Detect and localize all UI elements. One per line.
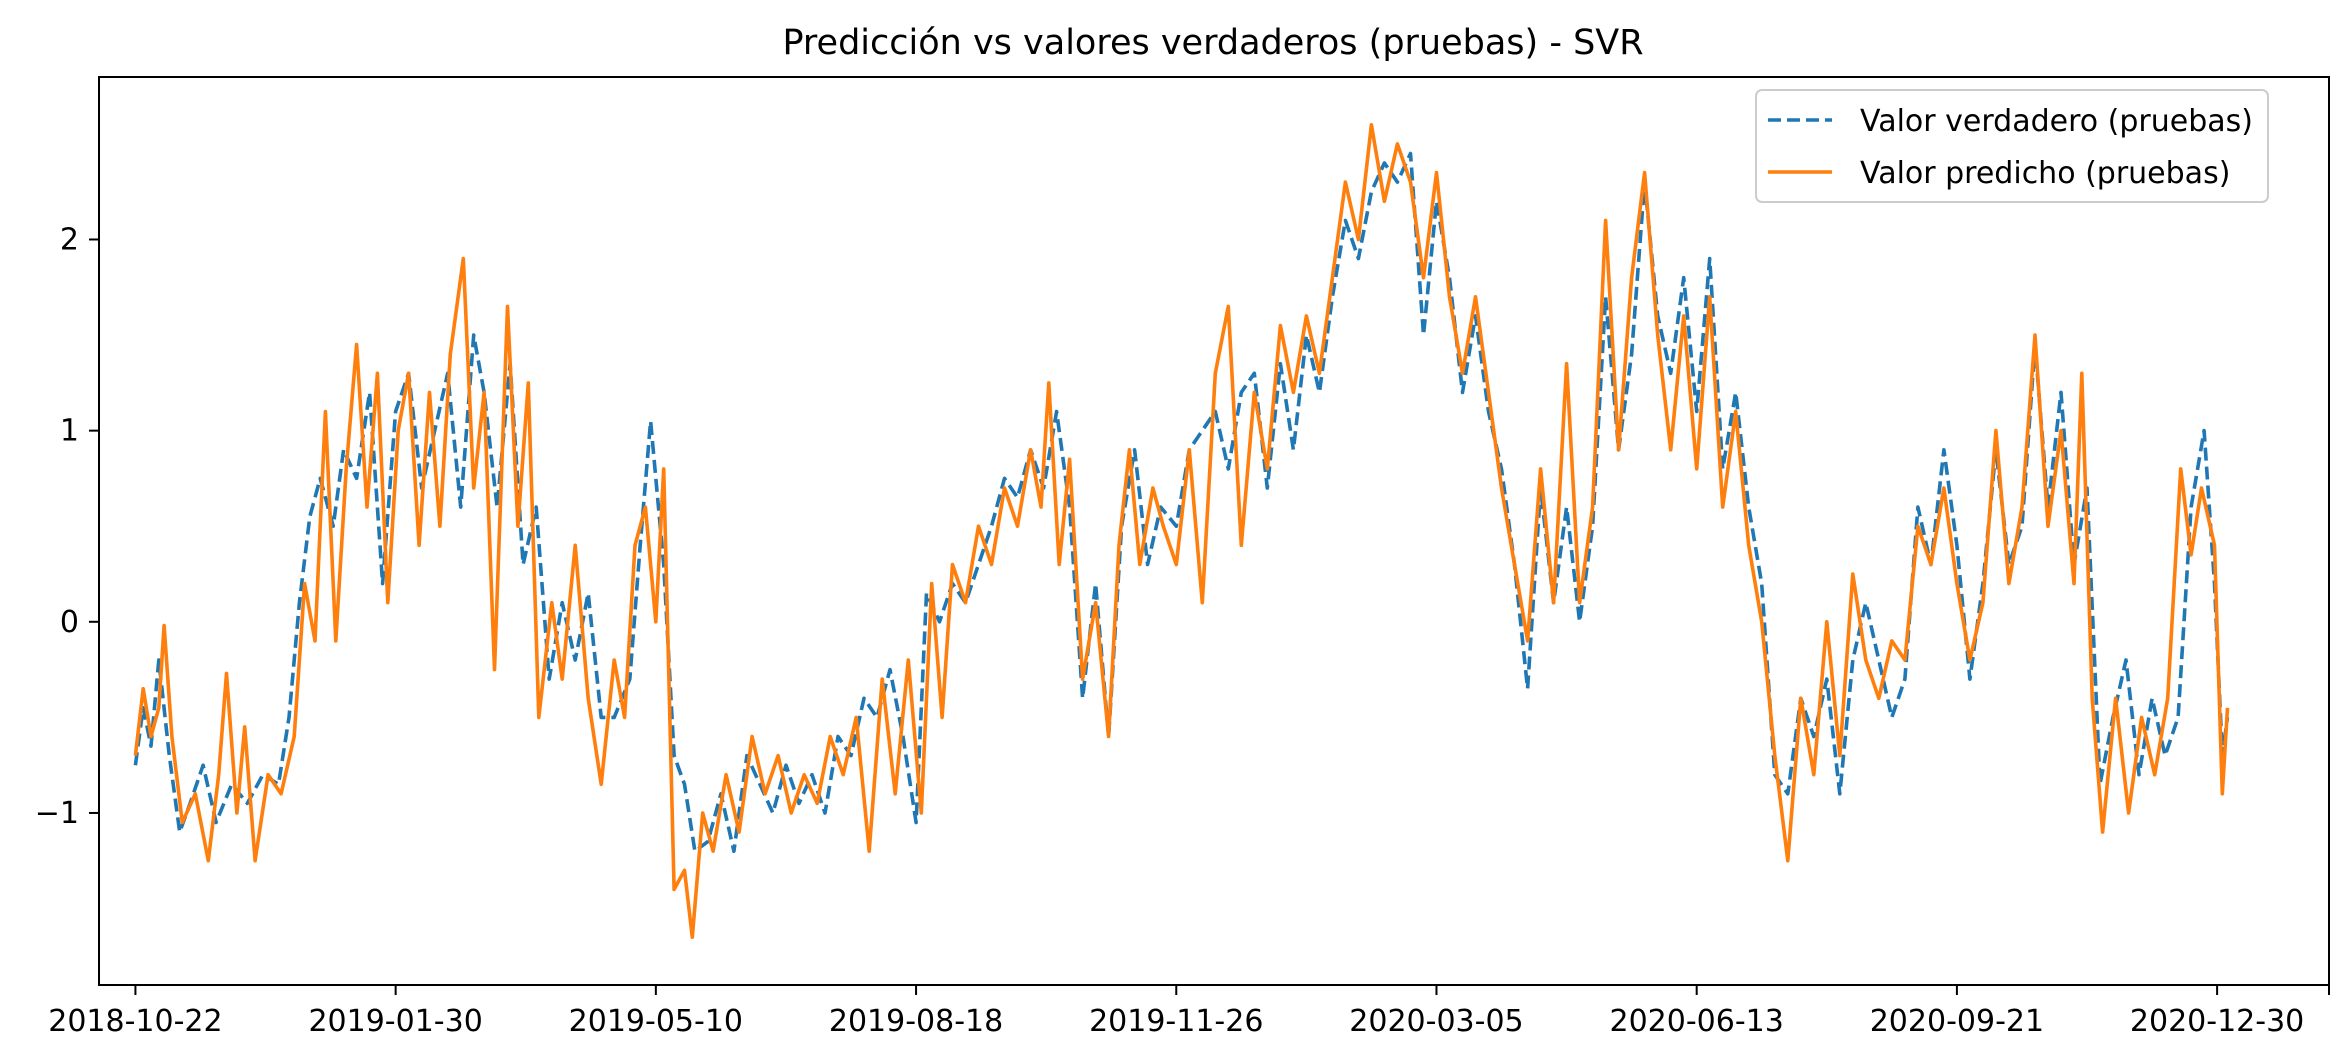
- legend-label-pred: Valor predicho (pruebas): [1860, 156, 2230, 191]
- y-tick-label: 2: [60, 222, 79, 257]
- series-line-1: [133, 123, 2230, 939]
- x-tick-label: 2020-09-21: [1870, 1004, 2044, 1039]
- y-tick-label: 1: [60, 414, 79, 449]
- legend-label-true: Valor verdadero (pruebas): [1860, 104, 2253, 139]
- x-tick-label: 2019-05-10: [569, 1004, 743, 1039]
- x-tick-label: 2020-06-13: [1610, 1004, 1784, 1039]
- series-line-0: [133, 151, 2230, 853]
- x-tick-label: 2019-11-26: [1089, 1004, 1263, 1039]
- x-tick-label: 2020-03-05: [1349, 1004, 1523, 1039]
- x-tick-label: 2019-01-30: [308, 1004, 482, 1039]
- x-axis: 2018-10-22 2019-01-30 2019-05-10 2019-08-18…: [48, 985, 2330, 1039]
- legend-box: [1755, 89, 2269, 203]
- series-layer: [133, 123, 2230, 939]
- chart-title: Predicción vs valores verdaderos (prueba…: [782, 23, 1643, 63]
- legend: Valor verdadero (pruebas) Valor predicho…: [1755, 89, 2269, 203]
- y-axis: −1 0 1 2: [35, 222, 99, 831]
- x-tick-label: 2019-08-18: [829, 1004, 1003, 1039]
- plot-frame: [98, 76, 2330, 986]
- y-tick-label: 0: [60, 605, 79, 640]
- x-tick-label: 2018-10-22: [48, 1004, 222, 1039]
- x-tick-label: 2020-12-30: [2130, 1004, 2304, 1039]
- y-tick-label: −1: [35, 796, 79, 831]
